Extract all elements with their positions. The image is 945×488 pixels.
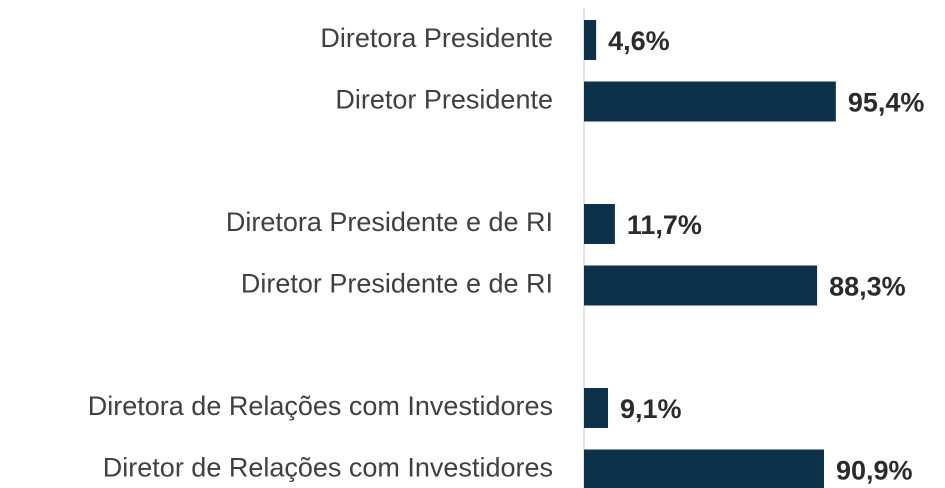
bar <box>584 20 597 60</box>
value-label: 11,7% <box>627 210 702 240</box>
category-label: Diretora Presidente <box>320 23 553 53</box>
category-label: Diretor Presidente e de RI <box>241 269 553 299</box>
category-label: Diretora Presidente e de RI <box>226 207 553 237</box>
bar <box>584 204 615 244</box>
value-label: 95,4% <box>848 88 925 118</box>
category-label: Diretor Presidente <box>335 85 553 115</box>
category-label: Diretor de Relações com Investidores <box>103 453 553 483</box>
bar <box>584 265 818 306</box>
bar <box>584 81 836 122</box>
value-label: 9,1% <box>620 394 682 424</box>
value-label: 88,3% <box>829 272 906 302</box>
category-label: Diretora de Relações com Investidores <box>88 391 553 421</box>
bar <box>584 449 824 488</box>
bar <box>584 388 609 428</box>
value-label: 4,6% <box>608 26 670 56</box>
value-label: 90,9% <box>836 456 913 486</box>
